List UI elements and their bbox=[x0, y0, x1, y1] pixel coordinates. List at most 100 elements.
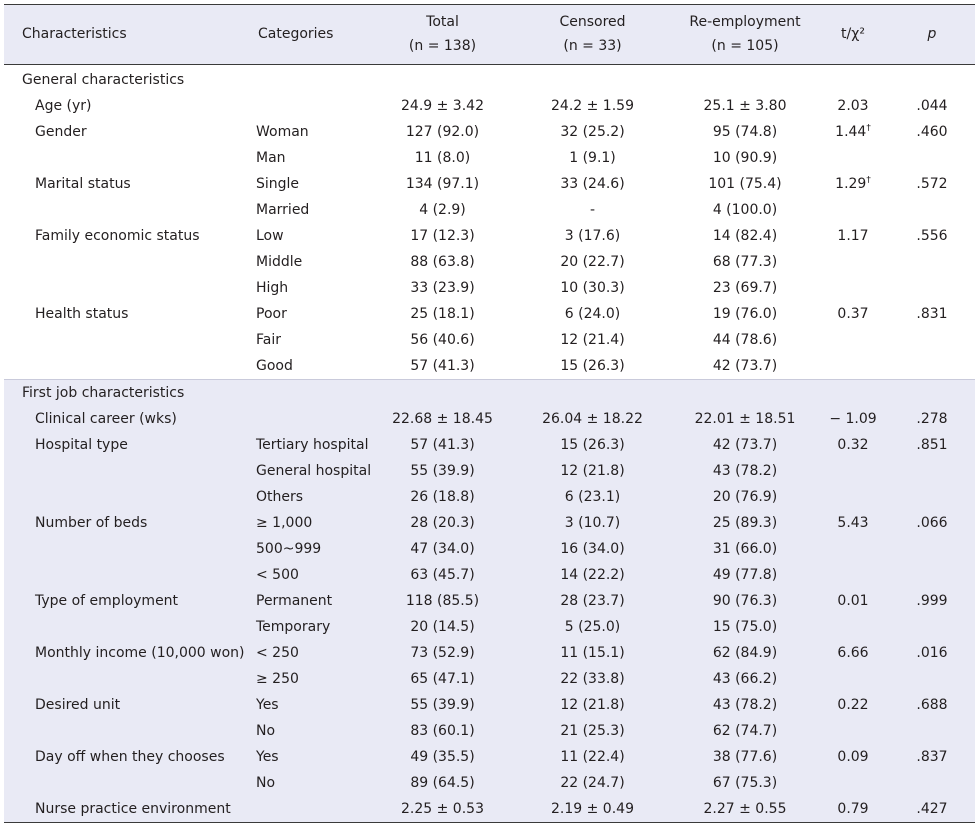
row-characteristic: Day off when they chooses bbox=[35, 749, 225, 765]
row-category: Middle bbox=[256, 254, 303, 270]
row-characteristic: Gender bbox=[35, 124, 87, 140]
row-total: 57 (41.3) bbox=[410, 437, 475, 453]
header-t-chi: t/χ² bbox=[841, 26, 865, 42]
row-p-value: .572 bbox=[916, 176, 948, 192]
data-table: Characteristics Categories Total (n = 13… bbox=[4, 4, 975, 823]
row-statistic: 6.66 bbox=[810, 640, 896, 666]
row-category: Poor bbox=[256, 306, 287, 322]
header-total: Total bbox=[426, 14, 459, 30]
row-category: Good bbox=[256, 358, 293, 374]
row-category: ≥ 250 bbox=[256, 671, 299, 687]
row-category: General hospital bbox=[256, 463, 372, 479]
row-total: 57 (41.3) bbox=[410, 358, 475, 374]
row-characteristic: Nurse practice environment bbox=[35, 801, 231, 817]
row-characteristic: Health status bbox=[35, 306, 129, 322]
table-row: Number of beds ≥ 1,000 28 (20.3) 3 (10.7) 25… bbox=[4, 510, 975, 536]
row-characteristic: Type of employment bbox=[35, 593, 179, 609]
header-categories: Categories bbox=[258, 26, 334, 42]
row-p-value: .278 bbox=[916, 411, 948, 427]
row-characteristic: Hospital type bbox=[35, 437, 128, 453]
row-reemployment: 14 (82.4) bbox=[712, 228, 778, 244]
table-row: Married 4 (2.9) - 4 (100.0) bbox=[4, 197, 975, 223]
table-row: Temporary 20 (14.5) 5 (25.0) 15 (75.0) bbox=[4, 614, 975, 640]
row-statistic-value: 0.79 bbox=[837, 801, 869, 817]
row-censored: 12 (21.8) bbox=[560, 463, 625, 479]
row-total: 33 (23.9) bbox=[410, 280, 475, 296]
row-reemployment: 22.01 ± 18.51 bbox=[694, 411, 796, 427]
row-censored: 22 (33.8) bbox=[560, 671, 625, 687]
row-characteristic: Monthly income (10,000 won) bbox=[35, 645, 245, 661]
row-total: 2.25 ± 0.53 bbox=[401, 801, 484, 817]
section-2: First job characteristics Clinical career… bbox=[4, 379, 975, 823]
row-statistic: 0.09 bbox=[810, 744, 896, 770]
dagger-footnote-mark: † bbox=[866, 123, 871, 134]
row-total: 26 (18.8) bbox=[410, 489, 475, 505]
row-reemployment: 62 (74.7) bbox=[712, 723, 778, 739]
table-row: Family economic status Low 17 (12.3) 3 (17.… bbox=[4, 223, 975, 249]
row-reemployment: 43 (78.2) bbox=[712, 697, 778, 713]
row-reemployment: 31 (66.0) bbox=[712, 541, 778, 557]
row-reemployment: 68 (77.3) bbox=[712, 254, 778, 270]
row-total: 118 (85.5) bbox=[405, 593, 480, 609]
row-p-value: .460 bbox=[916, 124, 948, 140]
row-category: < 250 bbox=[256, 645, 299, 661]
row-category: Yes bbox=[256, 749, 279, 765]
section-title: General characteristics bbox=[22, 72, 185, 88]
row-statistic-value: 0.32 bbox=[837, 437, 869, 453]
row-reemployment: 42 (73.7) bbox=[712, 437, 778, 453]
dagger-footnote-mark: † bbox=[866, 175, 871, 186]
row-reemployment: 4 (100.0) bbox=[712, 202, 778, 218]
row-statistic-value: 5.43 bbox=[837, 515, 869, 531]
row-total: 11 (8.0) bbox=[414, 150, 471, 166]
row-category: 500~999 bbox=[256, 541, 322, 557]
row-statistic-value: 1.29 bbox=[835, 176, 867, 192]
row-total: 49 (35.5) bbox=[410, 749, 475, 765]
row-reemployment: 42 (73.7) bbox=[712, 358, 778, 374]
row-total: 20 (14.5) bbox=[410, 619, 475, 635]
row-total: 127 (92.0) bbox=[405, 124, 480, 140]
row-total: 55 (39.9) bbox=[410, 697, 475, 713]
row-total: 73 (52.9) bbox=[410, 645, 475, 661]
row-category: No bbox=[256, 723, 276, 739]
row-censored: 15 (26.3) bbox=[560, 437, 625, 453]
row-total: 24.9 ± 3.42 bbox=[401, 98, 484, 114]
row-category: Woman bbox=[256, 124, 309, 140]
table-row: Man 11 (8.0) 1 (9.1) 10 (90.9) bbox=[4, 145, 975, 171]
row-censored: 15 (26.3) bbox=[560, 358, 625, 374]
row-reemployment: 10 (90.9) bbox=[712, 150, 778, 166]
table-row: Hospital type Tertiary hospital 57 (41.3) 1… bbox=[4, 432, 975, 458]
row-characteristic: Number of beds bbox=[35, 515, 148, 531]
header-characteristics: Characteristics bbox=[22, 26, 127, 42]
table-row: High 33 (23.9) 10 (30.3) 23 (69.7) bbox=[4, 275, 975, 301]
row-censored: 11 (15.1) bbox=[560, 645, 625, 661]
row-statistic: 0.37 bbox=[810, 301, 896, 327]
table-header: Characteristics Categories Total (n = 13… bbox=[4, 4, 975, 65]
row-censored: 26.04 ± 18.22 bbox=[542, 411, 643, 427]
row-statistic-value: 0.01 bbox=[837, 593, 869, 609]
row-statistic-value: 6.66 bbox=[837, 645, 869, 661]
row-reemployment: 49 (77.8) bbox=[712, 567, 778, 583]
row-statistic-value: 1.44 bbox=[835, 124, 867, 140]
row-censored: 2.19 ± 0.49 bbox=[551, 801, 634, 817]
table-row: General hospital 55 (39.9) 12 (21.8) 43 (78… bbox=[4, 458, 975, 484]
row-category: Others bbox=[256, 489, 304, 505]
header-total-n: (n = 138) bbox=[408, 38, 477, 54]
row-reemployment: 38 (77.6) bbox=[712, 749, 778, 765]
header-reemployment: Re-employment bbox=[689, 14, 801, 30]
row-total: 88 (63.8) bbox=[410, 254, 475, 270]
row-category: Temporary bbox=[256, 619, 331, 635]
table-row: Marital status Single 134 (97.1) 33 (24.6) 1… bbox=[4, 171, 975, 197]
row-reemployment: 62 (84.9) bbox=[712, 645, 778, 661]
row-reemployment: 67 (75.3) bbox=[712, 775, 778, 791]
row-p-value: .999 bbox=[916, 593, 948, 609]
row-category: < 500 bbox=[256, 567, 299, 583]
row-statistic-value: − 1.09 bbox=[829, 411, 877, 427]
row-total: 22.68 ± 18.45 bbox=[392, 411, 493, 427]
row-censored: 6 (23.1) bbox=[564, 489, 621, 505]
row-category: Single bbox=[256, 176, 300, 192]
table-row: Clinical career (wks) 22.68 ± 18.45 26.04 … bbox=[4, 406, 975, 432]
row-reemployment: 23 (69.7) bbox=[712, 280, 778, 296]
row-characteristic: Clinical career (wks) bbox=[35, 411, 177, 427]
row-category: Low bbox=[256, 228, 284, 244]
row-reemployment: 43 (66.2) bbox=[712, 671, 778, 687]
